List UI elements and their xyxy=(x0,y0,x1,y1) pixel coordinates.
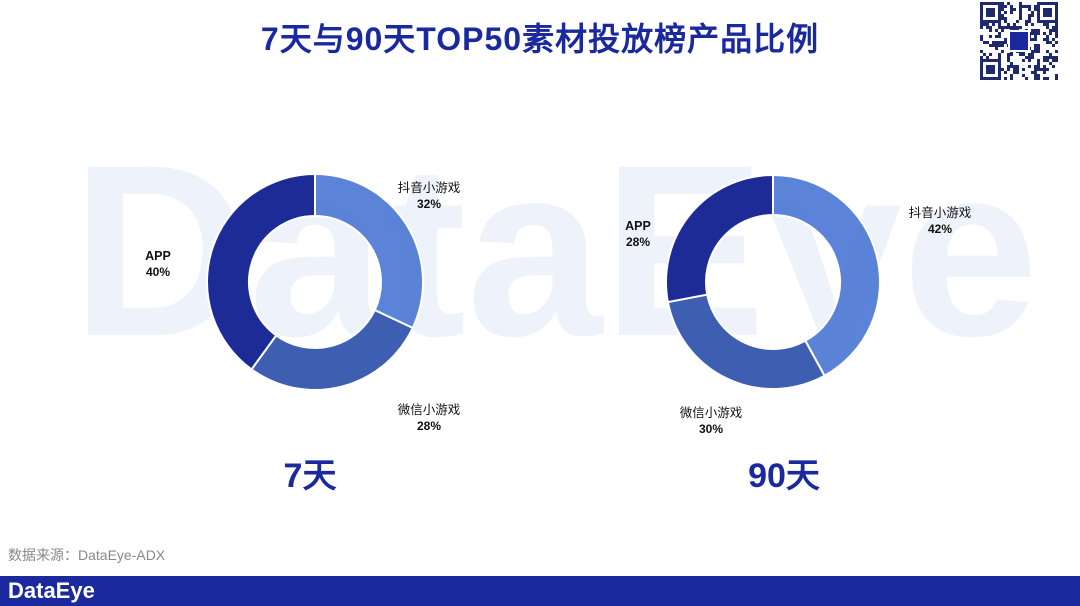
slice-label-90d-2: APP 28% xyxy=(625,218,651,250)
slice-percent: 30% xyxy=(698,422,724,436)
slice-label-90d-1: 微信小游戏 30% xyxy=(680,405,743,437)
slice-label-7d-2: APP 40% xyxy=(145,248,171,280)
slice-90d-0 xyxy=(772,173,881,378)
slice-7d-0 xyxy=(314,172,424,330)
slice-90d-2 xyxy=(665,173,774,304)
chart-caption-90d: 90天 xyxy=(748,457,820,495)
slice-category: APP xyxy=(625,219,651,233)
slice-percent: 28% xyxy=(416,419,442,433)
slice-category: APP xyxy=(145,249,171,263)
slice-category: 抖音小游戏 xyxy=(397,180,461,195)
slice-7d-1 xyxy=(250,308,415,391)
chart-caption-7d: 7天 xyxy=(283,457,337,495)
data-source-note: 数据来源：DataEye-ADX xyxy=(8,547,166,563)
donut-chart-7d: 抖音小游戏 32% 微信小游戏 28% APP 40% xyxy=(115,140,515,433)
slice-percent: 32% xyxy=(416,197,442,211)
slice-90d-1 xyxy=(666,293,826,390)
footer-logo: DataEye xyxy=(8,578,95,603)
slice-percent: 40% xyxy=(145,265,171,279)
footer-bar: DataEye xyxy=(0,576,1080,606)
qr-code xyxy=(980,2,1058,80)
page-title: 7天与90天TOP50素材投放榜产品比例 xyxy=(260,21,820,57)
slice-label-7d-0: 抖音小游戏 32% xyxy=(398,180,461,212)
slice-7d-2 xyxy=(206,172,316,371)
slice-label-90d-0: 抖音小游戏 42% xyxy=(909,205,972,237)
slice-label-7d-1: 微信小游戏 28% xyxy=(398,402,461,434)
slice-category: 抖音小游戏 xyxy=(908,205,972,220)
slice-category: 微信小游戏 xyxy=(397,402,461,417)
slice-category: 微信小游戏 xyxy=(679,405,743,420)
slice-percent: 28% xyxy=(625,235,651,249)
slice-percent: 42% xyxy=(927,222,953,236)
donut-chart-90d: 抖音小游戏 42% 微信小游戏 30% APP 28% xyxy=(575,140,975,436)
